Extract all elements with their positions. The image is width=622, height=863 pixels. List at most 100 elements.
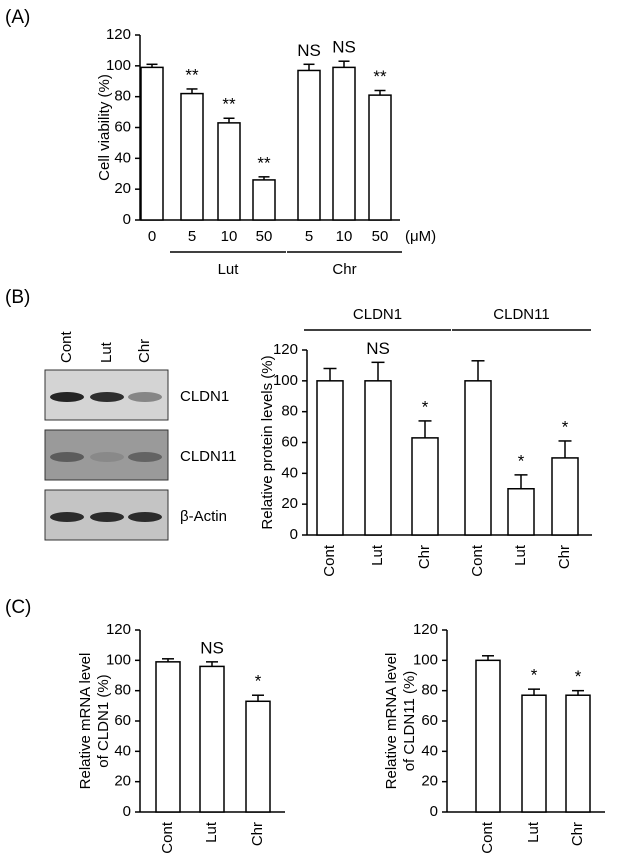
blot-band <box>50 392 84 402</box>
x-tick-label: 0 <box>148 228 156 245</box>
blot-band <box>128 512 162 522</box>
bar <box>297 69 321 221</box>
x-tick-label: Chr <box>556 545 573 569</box>
y-tick-label: 0 <box>430 803 438 820</box>
y-tick-label: 20 <box>421 773 438 790</box>
y-tick-label: 40 <box>114 149 131 166</box>
blot-band <box>90 452 124 462</box>
y-tick-label: 120 <box>106 26 131 43</box>
bar <box>245 700 271 813</box>
annotation: * <box>518 451 525 470</box>
y-tick-label: 120 <box>413 621 438 638</box>
x-tick-label: 5 <box>305 228 313 245</box>
annotation: * <box>531 666 538 685</box>
bar <box>252 179 276 221</box>
bar <box>332 66 356 221</box>
x-tick-label: Cont <box>469 544 486 577</box>
annotation: * <box>562 417 569 436</box>
y-tick-label: 100 <box>273 372 298 389</box>
y-tick-label: 40 <box>421 742 438 759</box>
panel-label: (A) <box>5 7 30 28</box>
x-tick-label: Cont <box>479 821 496 854</box>
y-tick-label: 60 <box>421 712 438 729</box>
bar <box>364 380 392 536</box>
y-tick-label: 100 <box>106 651 131 668</box>
bar <box>521 694 547 813</box>
bar <box>217 122 241 221</box>
y-tick-label: 100 <box>413 651 438 668</box>
y-tick-label: 80 <box>281 403 298 420</box>
bar <box>475 659 501 813</box>
bar <box>316 380 344 536</box>
y-tick-label: 60 <box>114 712 131 729</box>
y-axis-label: of CLDN11 (%) <box>401 671 418 772</box>
annotation: NS <box>332 38 356 57</box>
row-label: β-Actin <box>180 508 227 525</box>
x-tick-label: Lut <box>203 821 220 843</box>
y-axis-label: Relative mRNA level <box>77 653 94 790</box>
blot-band <box>50 452 84 462</box>
group-label: CLDN1 <box>353 306 402 323</box>
x-tick-label: Lut <box>369 544 386 566</box>
annotation: * <box>575 667 582 686</box>
x-tick-label: Cont <box>159 821 176 854</box>
y-tick-label: 120 <box>106 621 131 638</box>
blot-band <box>50 512 84 522</box>
bar <box>368 94 392 221</box>
x-tick-label: 50 <box>256 228 273 245</box>
x-tick-label: 50 <box>372 228 389 245</box>
panel-label: (C) <box>5 597 31 618</box>
bar <box>507 488 535 536</box>
annotation: NS <box>366 339 390 358</box>
y-tick-label: 20 <box>114 773 131 790</box>
annotation: NS <box>200 638 224 657</box>
y-tick-label: 60 <box>114 118 131 135</box>
group-label: Chr <box>332 261 356 278</box>
blot-band <box>90 392 124 402</box>
blot-band <box>128 392 162 402</box>
lane-label: Chr <box>136 339 153 363</box>
lane-label: Lut <box>98 341 115 363</box>
annotation: ** <box>222 95 236 114</box>
y-tick-label: 0 <box>123 803 131 820</box>
x-tick-label: Cont <box>321 544 338 577</box>
bar <box>411 437 439 536</box>
annotation: ** <box>185 65 199 84</box>
annotation: ** <box>373 67 387 86</box>
x-tick-label: Lut <box>525 821 542 843</box>
y-tick-label: 80 <box>421 682 438 699</box>
x-tick-label: 10 <box>336 228 353 245</box>
y-tick-label: 100 <box>106 57 131 74</box>
unit-label: (μM) <box>405 228 436 245</box>
x-tick-label: Chr <box>416 545 433 569</box>
y-tick-label: 0 <box>123 211 131 228</box>
bar <box>140 66 164 221</box>
x-tick-label: Chr <box>569 822 586 846</box>
blot-band <box>128 452 162 462</box>
group-label: Lut <box>218 261 240 278</box>
bar <box>180 92 204 221</box>
x-tick-label: 10 <box>221 228 238 245</box>
blot-panel <box>44 429 169 481</box>
y-tick-label: 120 <box>273 341 298 358</box>
x-tick-label: 5 <box>188 228 196 245</box>
y-tick-label: 40 <box>114 742 131 759</box>
bar <box>155 661 181 813</box>
annotation: * <box>255 672 262 691</box>
bar <box>551 457 579 536</box>
bar <box>565 694 591 813</box>
y-tick-label: 20 <box>114 180 131 197</box>
bar <box>464 380 492 536</box>
panel-label: (B) <box>5 287 30 308</box>
annotation: * <box>422 397 429 416</box>
y-axis-label: Relative mRNA level <box>383 653 400 790</box>
x-tick-label: Chr <box>249 822 266 846</box>
y-tick-label: 80 <box>114 88 131 105</box>
y-axis-label: of CLDN1 (%) <box>95 674 112 767</box>
y-tick-label: 20 <box>281 495 298 512</box>
row-label: CLDN1 <box>180 388 229 405</box>
x-tick-label: Lut <box>512 544 529 566</box>
y-tick-label: 40 <box>281 464 298 481</box>
lane-label: Cont <box>58 330 75 363</box>
